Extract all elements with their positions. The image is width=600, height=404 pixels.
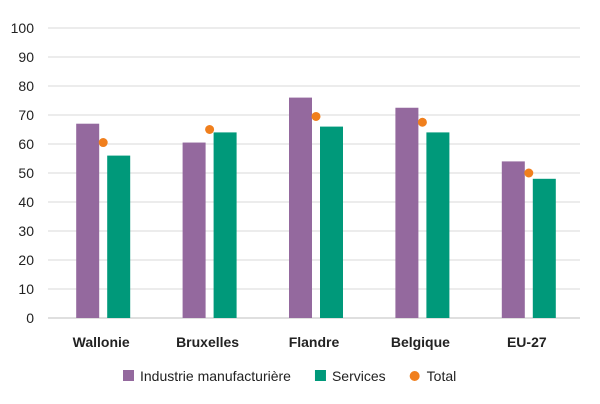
y-axis-ticks: 0 10 20 30 40 50 60 70 80 90 100 (11, 20, 35, 326)
bars (76, 97, 556, 318)
y-tick-label: 30 (18, 223, 34, 239)
bar-industrie (501, 161, 525, 318)
point-total (205, 125, 215, 134)
legend-label: Services (332, 368, 386, 384)
total-points (98, 111, 534, 178)
legend-item: Services (314, 368, 386, 384)
bar-services (532, 178, 556, 318)
bar-services (426, 132, 450, 318)
point-total (417, 117, 427, 127)
grid-lines (48, 27, 580, 319)
x-category-label: EU-27 (507, 334, 547, 350)
y-tick-label: 70 (18, 107, 34, 123)
bar-services (107, 155, 131, 318)
y-tick-label: 10 (18, 281, 34, 297)
bar-services (320, 126, 343, 318)
x-axis-categories: Wallonie Bruxelles Flandre Belgique EU-27 (73, 334, 547, 350)
bar-industrie (182, 142, 206, 318)
legend-label: Industrie manufacturière (140, 368, 291, 384)
x-category-label: Wallonie (73, 334, 130, 350)
x-category-label: Bruxelles (176, 334, 239, 350)
bar-industrie (289, 97, 312, 318)
x-category-label: Flandre (289, 334, 340, 350)
y-tick-label: 20 (18, 252, 34, 268)
y-tick-label: 0 (26, 310, 34, 326)
legend-swatch (123, 370, 134, 381)
legend-swatch-dot (409, 371, 420, 381)
y-tick-label: 90 (18, 49, 34, 65)
y-tick-label: 100 (11, 20, 35, 36)
bar-industrie (76, 123, 100, 318)
x-category-label: Belgique (391, 334, 450, 350)
legend: Industrie manufacturière Services Total (123, 368, 456, 384)
point-total (98, 138, 108, 148)
y-tick-label: 80 (18, 78, 34, 94)
legend-label: Total (427, 368, 457, 384)
y-tick-label: 50 (18, 165, 34, 181)
bar-industrie (395, 107, 419, 318)
point-total (311, 111, 321, 121)
legend-item: Industrie manufacturière (123, 368, 291, 384)
y-tick-label: 40 (18, 194, 34, 210)
legend-item: Total (409, 368, 457, 384)
y-tick-label: 60 (18, 136, 34, 152)
bar-services (213, 132, 237, 318)
legend-swatch (314, 370, 326, 381)
point-total (524, 168, 534, 178)
